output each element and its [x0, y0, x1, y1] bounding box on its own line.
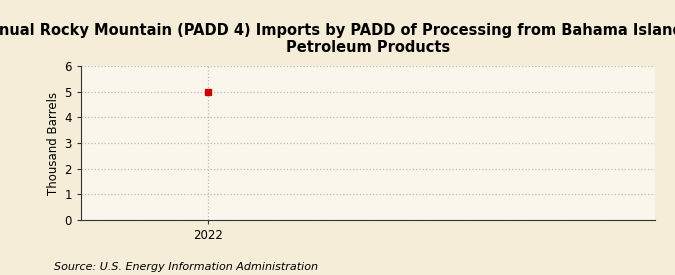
Title: Annual Rocky Mountain (PADD 4) Imports by PADD of Processing from Bahama Islands: Annual Rocky Mountain (PADD 4) Imports b…: [0, 23, 675, 55]
Text: Source: U.S. Energy Information Administration: Source: U.S. Energy Information Administ…: [54, 262, 318, 272]
Y-axis label: Thousand Barrels: Thousand Barrels: [47, 91, 60, 195]
